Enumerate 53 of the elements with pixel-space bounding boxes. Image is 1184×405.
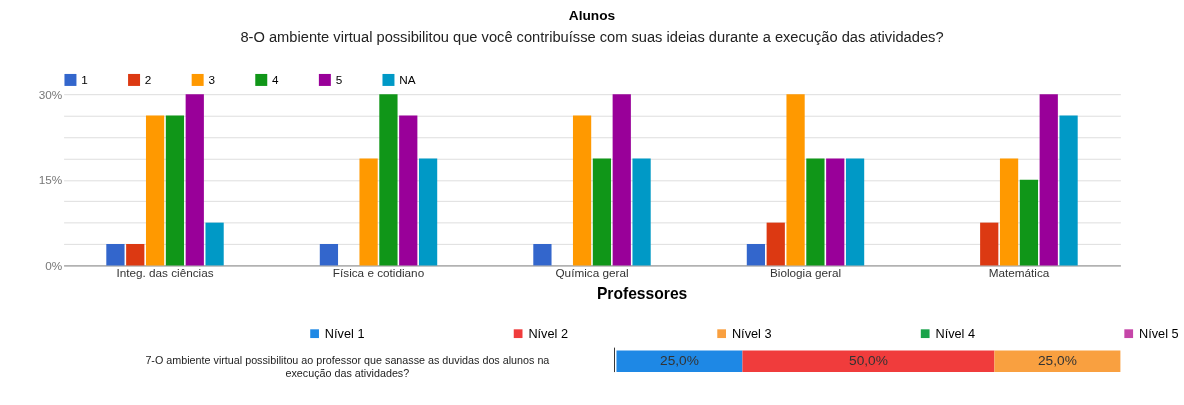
x-tick-label: Biologia geral — [769, 265, 842, 279]
bar — [766, 222, 785, 266]
legend-label: Nível 2 — [528, 325, 568, 341]
bar — [126, 244, 145, 266]
x-tick-label: Integ. das ciências — [116, 265, 214, 279]
bar — [572, 115, 592, 266]
legend-label: Nível 1 — [324, 325, 365, 341]
x-tick-label: Física e cotidiano — [332, 265, 425, 279]
bar — [980, 222, 999, 266]
data-label: 25,0% — [660, 353, 699, 369]
bar — [165, 115, 185, 266]
data-label: 25,0% — [1038, 353, 1077, 369]
bar — [359, 158, 378, 266]
bar — [806, 158, 825, 266]
bar — [145, 115, 165, 266]
y-tick-label: 30% — [38, 87, 63, 101]
bar — [185, 94, 204, 266]
legend-label: 1 — [81, 72, 88, 86]
bar — [418, 158, 438, 266]
y-tick-label: 15% — [38, 173, 63, 187]
legend-label: 4 — [272, 72, 280, 86]
bar — [399, 115, 418, 266]
bar — [1059, 115, 1078, 266]
bar — [612, 94, 631, 266]
x-tick-label: Química geral — [555, 265, 629, 279]
bar — [319, 244, 339, 266]
bar — [999, 158, 1019, 266]
legend-label: Nível 3 — [731, 325, 772, 341]
legend-label: 5 — [335, 72, 343, 86]
legend-label: Nível 4 — [935, 325, 976, 341]
legend-label: 2 — [144, 72, 152, 86]
chart-title: Alunos — [568, 7, 616, 23]
legend-label: Nível 5 — [1138, 325, 1179, 341]
bar — [1019, 179, 1039, 266]
bar — [746, 244, 766, 266]
bar — [379, 94, 398, 266]
bar — [845, 158, 865, 266]
y-tick-label: 7-O ambiente virtual possibilitou ao professor que sanasse as duvidas dos alunos na execução das atividades? — [145, 354, 550, 379]
bar — [592, 158, 612, 266]
bar — [533, 244, 552, 266]
x-tick-label: Matemática — [988, 265, 1050, 279]
bar — [826, 158, 845, 266]
data-label: 50,0% — [849, 353, 888, 369]
legend-label: 3 — [208, 72, 216, 86]
bar — [786, 94, 805, 266]
chart-title: Professores — [596, 284, 688, 302]
legend-label: NA — [399, 72, 416, 86]
bar — [205, 222, 224, 266]
bar — [632, 158, 651, 266]
y-tick-label: 0% — [45, 258, 63, 272]
bar — [106, 244, 125, 266]
bar — [1039, 94, 1058, 266]
chart-subtitle: 8-O ambiente virtual possibilitou que você contribuísse com suas ideias durante a execução das atividades? — [240, 29, 944, 46]
